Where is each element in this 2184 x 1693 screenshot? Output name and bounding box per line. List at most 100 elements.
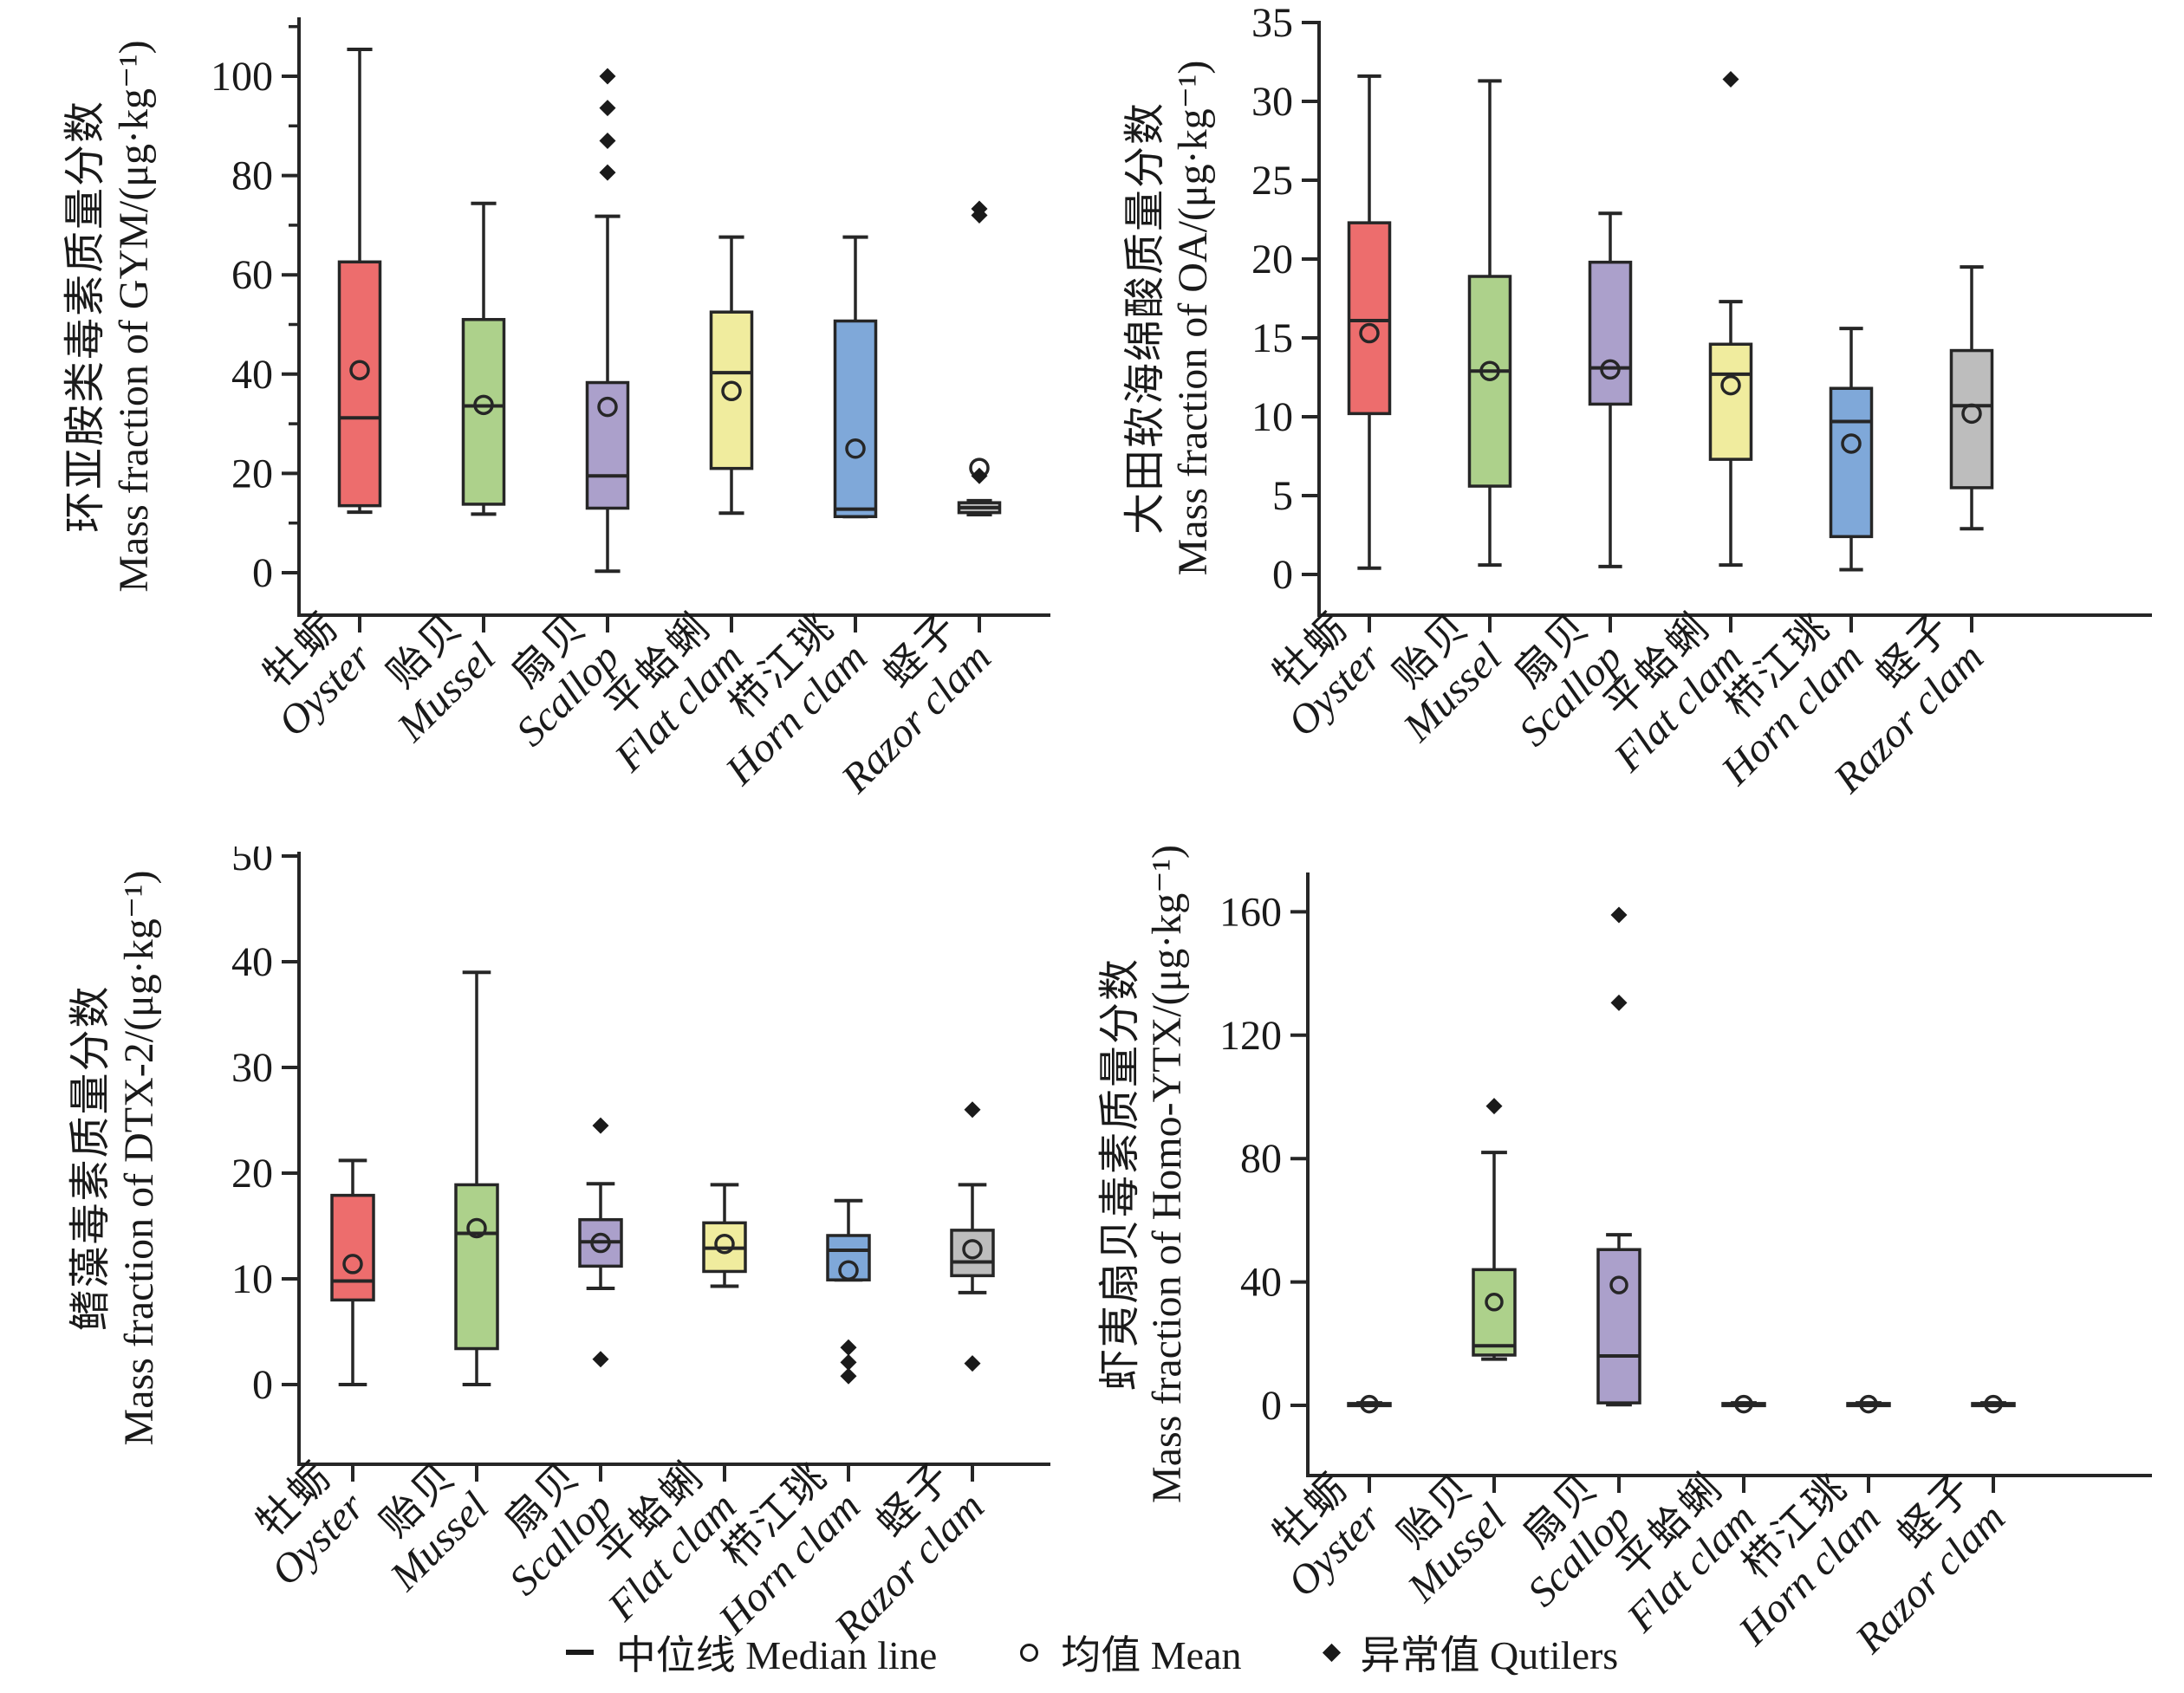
homo-ytx-ytick-label: 120 — [1219, 1013, 1282, 1059]
gym-ylabel-en: Mass fraction of GYM/(μg·kg⁻¹) — [111, 40, 157, 592]
oa-ytick-label: 20 — [1251, 237, 1293, 282]
oa-ytick-label: 5 — [1272, 473, 1293, 519]
mean-marker — [1600, 359, 1621, 380]
dtx2-box-horn-clam — [826, 1198, 871, 1482]
panel-homoytx-boxplot: 0 40 80 120 160 虾夷扇贝毒素质量分数 Mass fraction of Ho… — [1092, 846, 2184, 1693]
homo-ytx-ylabel-cn: 虾夷扇贝毒素质量分数 — [1097, 957, 1143, 1391]
homo-ytx-axis: 0 40 80 120 160 — [1219, 872, 2152, 1477]
gym-ytick-label: 60 — [231, 252, 273, 298]
dtx2-ytick-label: 30 — [231, 1045, 273, 1091]
dtx2-box-oyster — [330, 1158, 375, 1482]
mean-marker — [838, 1260, 859, 1281]
homo-ytx-ytick-label: 160 — [1219, 889, 1282, 935]
dtx2-axis: 0 10 20 30 40 50 — [231, 846, 1050, 1466]
oa-box-horn-clam — [1829, 327, 1874, 632]
mean-marker — [1961, 403, 1982, 425]
mean-marker — [1485, 1292, 1504, 1312]
mean-marker — [590, 1232, 611, 1254]
homo-ytx-box-mussel — [1472, 1098, 1517, 1493]
outlier-marker — [1485, 1098, 1503, 1115]
mean-marker — [1734, 1394, 1753, 1414]
dtx2-box-scallop — [578, 1117, 623, 1482]
dtx2-ylabel-en: Mass fraction of DTX-2/(μg·kg⁻¹) — [116, 871, 162, 1446]
mean-circle-icon — [1020, 1643, 1039, 1662]
oa-ytick-label: 10 — [1251, 394, 1293, 440]
homo-ytx-ytick-label: 40 — [1240, 1260, 1282, 1306]
oa-ytick-label: 0 — [1272, 552, 1293, 598]
homoytx-chart-canvas: 0 40 80 120 160 虾夷扇贝毒素质量分数 Mass fraction of Ho… — [1097, 846, 2152, 1663]
oa-ytick-label: 35 — [1251, 0, 1293, 46]
outlier-marker — [840, 1367, 857, 1385]
mean-marker — [342, 1254, 363, 1275]
mean-marker — [473, 394, 494, 416]
mean-marker — [1609, 1275, 1628, 1294]
gym-box-flat-clam — [709, 235, 754, 632]
gym-box-horn-clam — [833, 235, 878, 632]
mean-marker — [845, 438, 866, 459]
homo-ytx-box-flat-clam — [1721, 1394, 1766, 1493]
mean-marker — [1859, 1394, 1878, 1414]
homo-ytx-box-oyster — [1347, 1394, 1392, 1493]
outlier-marker — [964, 1355, 981, 1372]
homo-ytx-box-horn-clam — [1846, 1394, 1891, 1493]
legend-mean-label: 均值 Mean — [1061, 1633, 1242, 1677]
outlier-marker — [599, 132, 616, 149]
oa-box-oyster — [1347, 74, 1392, 632]
oa-ytick-label: 25 — [1251, 158, 1293, 204]
gym-ylabel-cn: 环亚胺类毒素质量分数 — [62, 100, 108, 533]
mean-marker — [1720, 374, 1741, 396]
dtx2-ytick-label: 50 — [231, 846, 273, 879]
oa-axis: 0 5 10 15 20 25 30 35 — [1251, 0, 2152, 617]
outlier-marker — [840, 1353, 857, 1371]
outlier-marker — [840, 1339, 857, 1356]
dtx2-ylabel-cn: 鳍藻毒素质量分数 — [68, 984, 114, 1331]
oa-box-scallop — [1588, 211, 1633, 632]
mean-marker — [1984, 1394, 2003, 1414]
panel-oa-boxplot: 0 5 10 15 20 25 30 35 大田软海绵酸质量分数 Mass fraction of… — [1092, 0, 2184, 846]
outlier-marker — [971, 200, 988, 217]
dtx2-box-mussel — [454, 970, 499, 1482]
mean-marker — [1360, 1394, 1379, 1414]
dtx2-box-razor-clam — [950, 1101, 995, 1482]
chart-legend: 中位线 Median line 均值 Mean 异常值 Qutilers — [0, 1622, 2184, 1683]
gym-box-mussel — [461, 201, 506, 632]
mean-marker — [714, 1233, 735, 1255]
outlier-marker — [1610, 994, 1628, 1011]
dtx2-chart-canvas: 0 10 20 30 40 50 鳍藻毒素质量分数 Mass fraction of DTX-… — [68, 846, 1050, 1651]
outlier-marker — [1610, 906, 1628, 924]
outlier-diamond-icon — [1322, 1643, 1341, 1662]
oa-ylabel-en: Mass fraction of OA/(μg·kg⁻¹) — [1170, 61, 1216, 576]
gym-box-oyster — [337, 48, 382, 632]
dtx2-ytick-label: 0 — [252, 1362, 273, 1408]
homo-ytx-box-razor-clam — [1971, 1394, 2016, 1493]
outlier-marker — [964, 1101, 981, 1119]
mean-marker — [349, 360, 370, 380]
oa-box-flat-clam — [1708, 71, 1753, 632]
median-line-icon — [565, 1650, 594, 1655]
outlier-marker — [1722, 71, 1739, 88]
gym-ytick-label: 0 — [252, 550, 273, 596]
dtx2-ytick-label: 10 — [231, 1256, 273, 1302]
legend-item-outliers: 异常值 Qutilers — [1322, 1624, 1619, 1681]
outlier-marker — [599, 100, 616, 117]
gym-ytick-label: 100 — [211, 54, 273, 100]
gym-ytick-label: 20 — [231, 451, 273, 496]
gym-chart-canvas: 0 20 40 60 80 100 环亚胺类毒素质量分数 Mass fraction of G… — [62, 17, 1050, 802]
homo-ytx-ylabel-en: Mass fraction of Homo-YTX/(μg·kg⁻¹) — [1144, 846, 1190, 1503]
oa-ylabel-cn: 大田软海绵酸质量分数 — [1122, 101, 1168, 535]
oa-box-mussel — [1467, 79, 1512, 632]
mean-marker — [1841, 433, 1862, 454]
outlier-marker — [599, 68, 616, 85]
mean-marker — [1359, 322, 1380, 344]
legend-item-median: 中位线 Median line — [565, 1624, 937, 1681]
outlier-marker — [599, 164, 616, 181]
mean-marker — [466, 1217, 487, 1239]
mean-marker — [721, 380, 742, 402]
gym-box-razor-clam — [957, 200, 1002, 632]
legend-outliers-label: 异常值 Qutilers — [1360, 1633, 1619, 1677]
